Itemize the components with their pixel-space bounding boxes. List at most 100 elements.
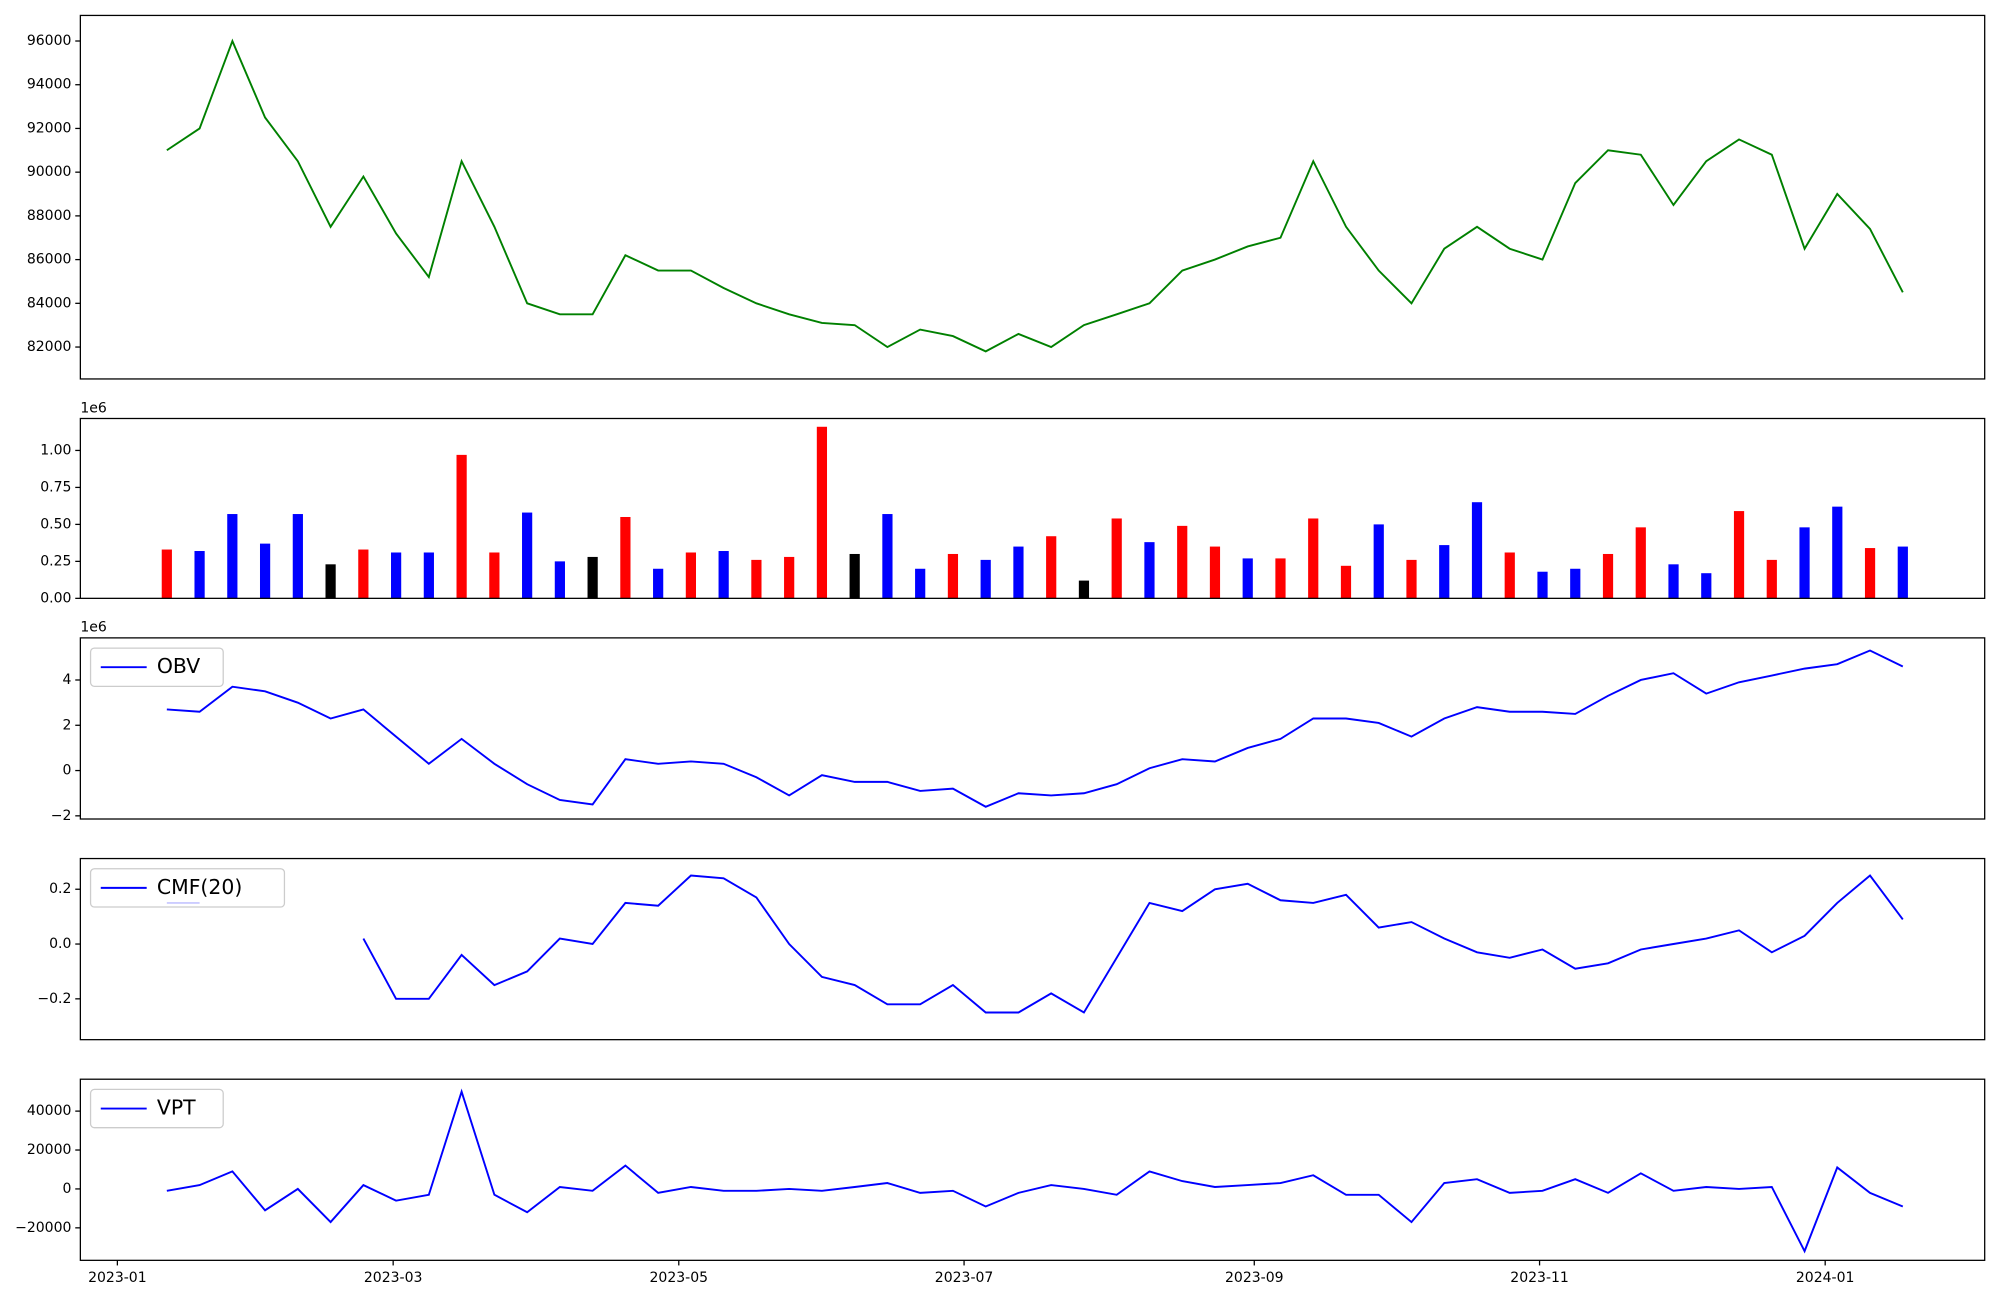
x-tick-label: 2023-03 — [364, 1270, 423, 1286]
bar — [1733, 511, 1745, 599]
y-tick-label: 4 — [63, 672, 72, 688]
y-tick-label: 94000 — [27, 77, 72, 93]
bar — [292, 514, 303, 599]
y-tick-label: 0 — [63, 763, 72, 779]
bar — [718, 551, 729, 599]
bar — [227, 514, 238, 599]
bar — [849, 553, 860, 599]
y-tick-label: 0.50 — [40, 516, 71, 532]
legend-box — [89, 1088, 224, 1129]
legend-label: CMF(20) — [157, 875, 242, 899]
axes-frame — [79, 637, 1986, 820]
bar — [1570, 568, 1581, 599]
y-tick-label: 0.25 — [40, 553, 71, 569]
bar — [784, 556, 795, 599]
bar — [1275, 558, 1286, 599]
bar — [1766, 559, 1777, 599]
y-tick-label: 0.0 — [49, 936, 71, 952]
bar — [882, 514, 893, 599]
y-tick-label: 20000 — [27, 1142, 72, 1158]
bar — [1504, 552, 1515, 599]
bar — [1471, 502, 1483, 599]
bar — [653, 568, 664, 599]
bar — [587, 556, 598, 599]
offset-label: 1e6 — [80, 620, 107, 636]
line — [166, 38, 1904, 353]
bar — [423, 552, 434, 599]
bar — [1078, 580, 1090, 599]
bar — [358, 549, 369, 599]
y-tick-label: 0 — [63, 1181, 72, 1197]
y-tick-label: 0.75 — [40, 479, 71, 495]
bar — [1701, 573, 1712, 599]
offset-label: 1e6 — [80, 400, 107, 416]
axes-frame — [79, 857, 1986, 1041]
bar — [1668, 564, 1679, 599]
bar — [1111, 518, 1122, 599]
bar — [1013, 546, 1024, 599]
bar — [259, 543, 271, 599]
x-tick-label: 2023-01 — [88, 1270, 147, 1286]
bar — [325, 564, 336, 599]
bar — [1635, 527, 1646, 599]
line — [166, 874, 1904, 1014]
bar — [1340, 565, 1352, 599]
bar — [1864, 548, 1876, 599]
y-tick-label: −20000 — [15, 1220, 71, 1236]
x-tick-label: 2024-01 — [1796, 1270, 1855, 1286]
bar — [1144, 542, 1155, 599]
bar — [489, 552, 500, 599]
axes-frame — [79, 1078, 1986, 1261]
bar — [1832, 506, 1843, 599]
y-tick-label: 86000 — [27, 252, 72, 268]
y-tick-label: 0.2 — [49, 881, 71, 897]
x-tick-label: 2023-05 — [649, 1270, 708, 1286]
legend-label: VPT — [157, 1096, 196, 1120]
bar — [1308, 518, 1319, 599]
legend-box — [89, 647, 224, 687]
y-tick-label: −0.2 — [37, 991, 71, 1007]
bar — [522, 512, 533, 599]
y-tick-label: 92000 — [27, 120, 72, 136]
y-tick-label: 1.00 — [40, 442, 71, 458]
bar — [1602, 553, 1614, 599]
bar — [391, 552, 402, 599]
bar — [685, 552, 696, 599]
y-tick-label: 0.00 — [40, 590, 71, 606]
line — [166, 1088, 1904, 1254]
bar — [456, 454, 467, 599]
bar — [1537, 571, 1548, 599]
bar — [1177, 525, 1188, 599]
y-tick-label: −2 — [51, 808, 72, 824]
bar — [1799, 527, 1810, 599]
bar — [947, 553, 959, 599]
bar — [620, 516, 631, 599]
bar — [816, 426, 828, 599]
bar — [194, 551, 205, 599]
line — [166, 649, 1904, 808]
y-tick-label: 82000 — [27, 339, 72, 355]
y-tick-label: 90000 — [27, 164, 72, 180]
bar — [1373, 524, 1384, 599]
x-tick-label: 2023-09 — [1225, 1270, 1284, 1286]
x-tick-label: 2023-07 — [935, 1270, 994, 1286]
bar — [1406, 559, 1417, 599]
bar — [980, 559, 991, 599]
bar — [1242, 558, 1253, 599]
legend-box — [89, 868, 286, 908]
y-tick-label: 88000 — [27, 208, 72, 224]
y-tick-label: 40000 — [27, 1103, 72, 1119]
y-tick-label: 96000 — [27, 33, 72, 49]
bar — [915, 568, 926, 599]
bar — [554, 561, 565, 599]
y-tick-label: 2 — [63, 717, 72, 733]
bar — [1209, 546, 1221, 599]
bar — [161, 549, 172, 599]
bar — [751, 559, 762, 599]
legend-label: OBV — [157, 654, 200, 678]
x-tick-label: 2023-11 — [1510, 1270, 1569, 1286]
bar — [1897, 546, 1908, 599]
bar — [1046, 536, 1057, 599]
